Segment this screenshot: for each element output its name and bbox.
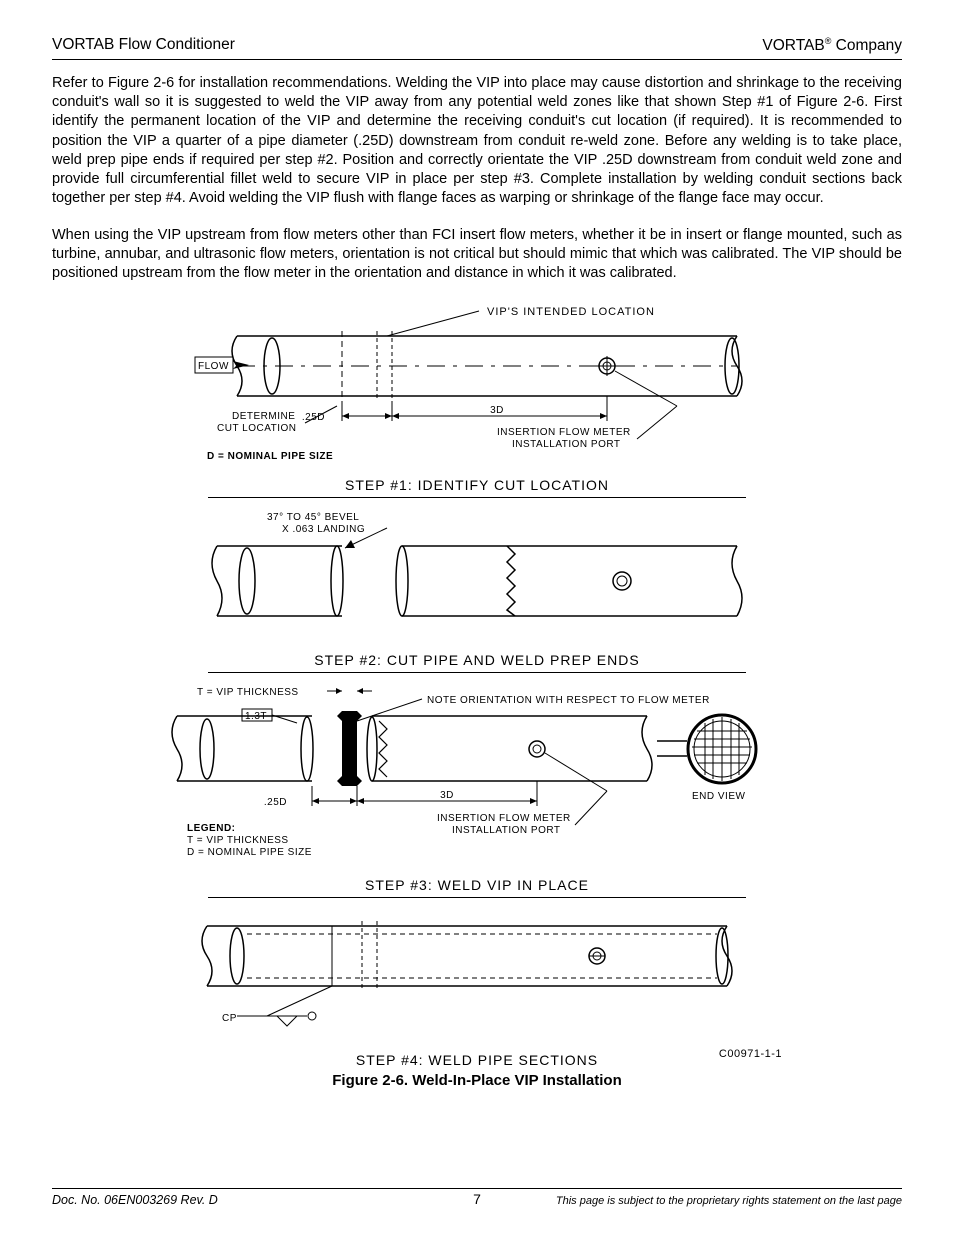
svg-text:CP: CP xyxy=(222,1013,237,1024)
svg-text:END VIEW: END VIEW xyxy=(692,791,746,802)
svg-text:3D: 3D xyxy=(490,405,504,416)
svg-text:D = NOMINAL PIPE SIZE: D = NOMINAL PIPE SIZE xyxy=(187,847,312,858)
svg-text:3D: 3D xyxy=(440,790,454,801)
svg-text:INSTALLATION PORT: INSTALLATION PORT xyxy=(512,439,621,450)
svg-text:INSTALLATION PORT: INSTALLATION PORT xyxy=(452,825,561,836)
step-1-title: STEP #1: IDENTIFY CUT LOCATION xyxy=(52,477,902,493)
figure-2-6: VIP'S INTENDED LOCATION xyxy=(52,301,902,1089)
svg-text:INSERTION FLOW METER: INSERTION FLOW METER xyxy=(437,813,571,824)
page-footer: Doc. No. 06EN003269 Rev. D 7 This page i… xyxy=(52,1188,902,1207)
drawing-number: C00971-1-1 xyxy=(719,1048,782,1060)
svg-text:T = VIP THICKNESS: T = VIP THICKNESS xyxy=(187,835,289,846)
page-header: VORTAB Flow Conditioner VORTAB® Company xyxy=(52,36,902,60)
svg-text:INSERTION FLOW METER: INSERTION FLOW METER xyxy=(497,427,631,438)
paragraph-1: Refer to Figure 2-6 for installation rec… xyxy=(52,74,902,208)
svg-text:DETERMINE: DETERMINE xyxy=(232,411,295,422)
step-2-diagram: 37° TO 45° BEVEL X .063 LANDING STEP #2:… xyxy=(52,506,902,673)
divider xyxy=(208,672,746,673)
svg-text:X .063 LANDING: X .063 LANDING xyxy=(282,524,365,535)
svg-text:1.3T: 1.3T xyxy=(245,711,267,722)
step-4-title: STEP #4: WELD PIPE SECTIONS xyxy=(356,1052,598,1068)
divider xyxy=(208,497,746,498)
svg-text:T = VIP THICKNESS: T = VIP THICKNESS xyxy=(197,687,299,698)
svg-text:D = NOMINAL PIPE SIZE: D = NOMINAL PIPE SIZE xyxy=(207,451,333,462)
step-3-diagram: T = VIP THICKNESS NOTE ORIENTATION WITH … xyxy=(52,681,902,898)
step-3-title: STEP #3: WELD VIP IN PLACE xyxy=(52,877,902,893)
svg-text:.25D: .25D xyxy=(264,797,287,808)
svg-text:CUT LOCATION: CUT LOCATION xyxy=(217,423,297,434)
figure-caption: Figure 2-6. Weld-In-Place VIP Installati… xyxy=(52,1072,902,1089)
header-left: VORTAB Flow Conditioner xyxy=(52,36,235,55)
step-1-diagram: VIP'S INTENDED LOCATION xyxy=(52,301,902,498)
page-number: 7 xyxy=(473,1191,481,1207)
paragraph-2: When using the VIP upstream from flow me… xyxy=(52,226,902,283)
divider xyxy=(208,897,746,898)
vip-location-label: VIP'S INTENDED LOCATION xyxy=(487,306,655,318)
header-right: VORTAB® Company xyxy=(762,36,902,55)
svg-text:.25D: .25D xyxy=(302,412,325,423)
proprietary-note: This page is subject to the proprietary … xyxy=(556,1195,902,1207)
step-4-diagram: CP STEP #4: WELD PIPE SECTIONS C00971-1-… xyxy=(52,906,902,1066)
svg-text:LEGEND:: LEGEND: xyxy=(187,823,236,834)
svg-text:37° TO 45° BEVEL: 37° TO 45° BEVEL xyxy=(267,512,359,523)
doc-number: Doc. No. 06EN003269 Rev. D xyxy=(52,1193,218,1207)
svg-text:FLOW: FLOW xyxy=(198,361,229,372)
step-2-title: STEP #2: CUT PIPE AND WELD PREP ENDS xyxy=(52,652,902,668)
svg-text:NOTE ORIENTATION WITH RESPE: NOTE ORIENTATION WITH RESPECT TO FLOW ME… xyxy=(427,695,710,706)
